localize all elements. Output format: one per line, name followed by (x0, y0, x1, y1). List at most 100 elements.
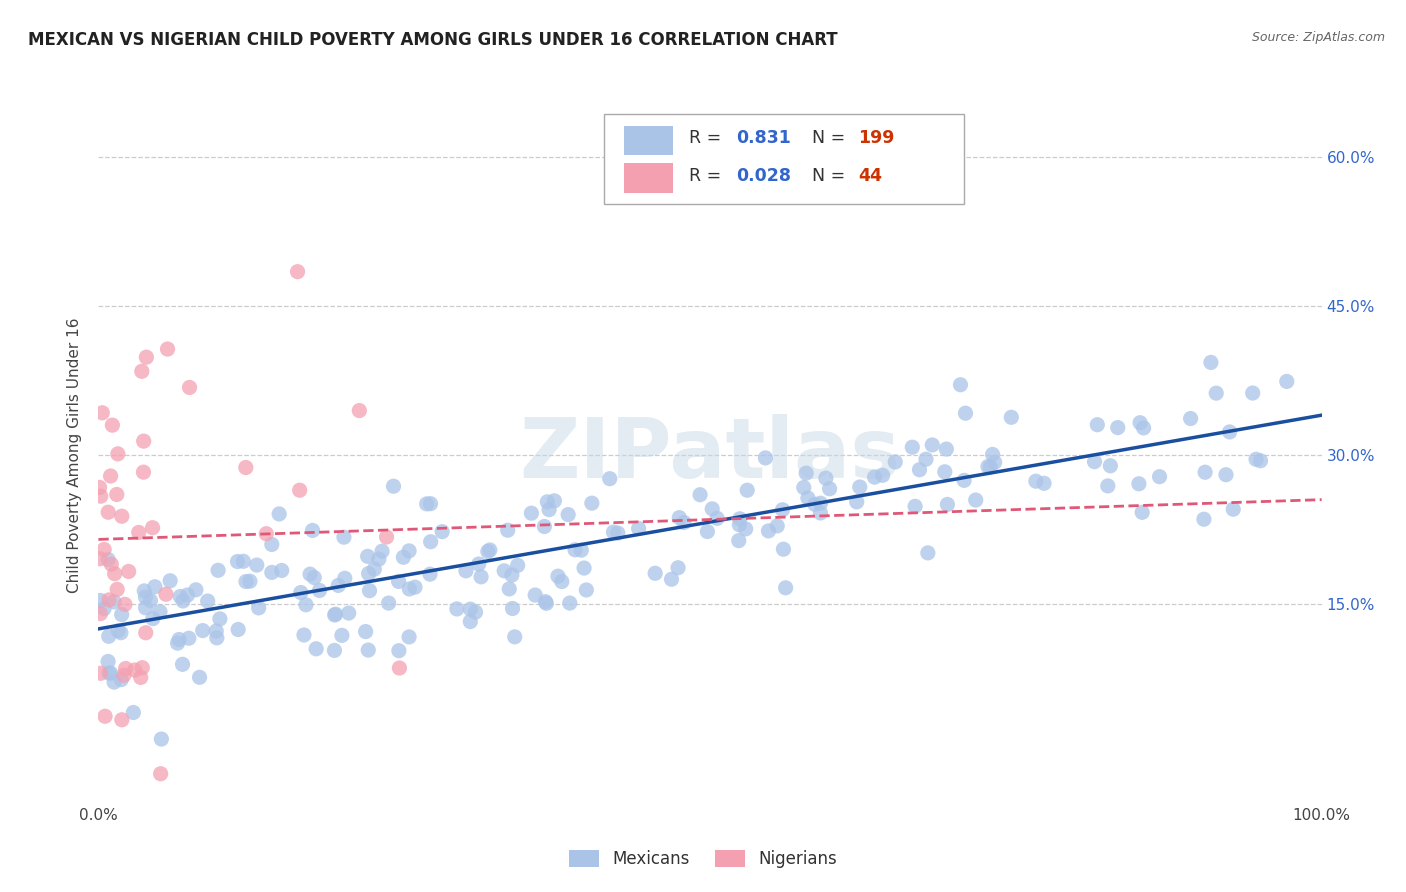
Y-axis label: Child Poverty Among Girls Under 16: Child Poverty Among Girls Under 16 (67, 318, 83, 592)
Point (501, 568, 523, 582)
Point (419, 497, 441, 511)
Point (295, 598, 318, 612)
Point (135, 625, 157, 640)
Point (965, 493, 987, 508)
Point (415, 497, 437, 511)
Point (301, 524, 323, 538)
Point (863, 470, 886, 484)
Point (191, 624, 214, 638)
Point (1250, 454, 1272, 468)
Point (793, 481, 815, 495)
Point (226, 623, 249, 637)
Point (934, 465, 956, 479)
Point (477, 544, 499, 558)
Point (103, 595, 125, 609)
Point (100, 469, 122, 483)
Point (564, 542, 586, 557)
Point (356, 549, 378, 564)
Text: N =: N = (811, 167, 851, 185)
Point (728, 517, 751, 532)
Point (818, 482, 841, 496)
Point (135, 350, 157, 364)
Point (538, 502, 561, 516)
Point (668, 510, 690, 524)
Point (308, 583, 330, 598)
Point (117, 565, 139, 579)
Text: R =: R = (689, 167, 727, 185)
Point (1085, 417, 1108, 432)
Point (1222, 502, 1244, 516)
Point (502, 601, 524, 615)
Point (371, 544, 394, 558)
Point (727, 533, 749, 548)
Point (1241, 386, 1264, 401)
Point (104, 566, 127, 581)
Text: ZIPatlas: ZIPatlas (520, 415, 900, 495)
Point (689, 488, 711, 502)
Point (543, 493, 565, 508)
Point (89, 551, 111, 566)
Point (260, 566, 283, 580)
Point (581, 496, 603, 510)
Point (498, 582, 520, 596)
Point (977, 459, 1000, 474)
Point (93, 542, 115, 557)
Point (105, 582, 128, 597)
Point (359, 583, 381, 598)
Point (460, 602, 482, 616)
Point (470, 570, 492, 584)
Point (110, 673, 132, 687)
Point (496, 523, 519, 537)
Point (388, 643, 411, 657)
Point (269, 507, 291, 521)
Point (167, 632, 190, 647)
Point (734, 522, 756, 536)
Point (155, 587, 177, 601)
Point (132, 434, 155, 449)
Point (375, 530, 398, 544)
Point (247, 600, 270, 615)
Point (111, 713, 134, 727)
Point (205, 631, 228, 645)
Point (330, 628, 353, 642)
Point (328, 578, 350, 592)
Point (917, 546, 939, 560)
Text: 44: 44 (858, 167, 882, 185)
Point (166, 636, 188, 650)
Point (377, 596, 399, 610)
Point (107, 624, 129, 638)
Point (810, 496, 832, 510)
Point (446, 602, 468, 616)
Point (235, 460, 257, 475)
Point (557, 508, 579, 522)
Point (602, 525, 624, 540)
Point (357, 566, 380, 581)
Point (454, 564, 477, 578)
Point (100, 666, 122, 681)
Text: R =: R = (689, 128, 727, 146)
Point (246, 558, 269, 572)
Point (122, 706, 145, 720)
Point (226, 555, 249, 569)
Point (661, 572, 683, 586)
Point (177, 632, 200, 646)
Point (156, 342, 179, 356)
Point (1149, 469, 1171, 483)
Point (430, 524, 453, 539)
Point (460, 615, 482, 629)
Point (702, 501, 724, 516)
Point (1129, 416, 1152, 430)
Point (357, 643, 380, 657)
Point (354, 624, 377, 639)
Point (111, 607, 134, 622)
Point (89, 607, 111, 621)
Point (97, 593, 120, 607)
Point (915, 452, 938, 467)
Point (467, 557, 489, 571)
Point (772, 502, 794, 516)
Point (112, 668, 135, 682)
Bar (624, 163, 673, 193)
Point (936, 498, 959, 512)
Point (129, 670, 152, 684)
Bar (624, 126, 673, 155)
